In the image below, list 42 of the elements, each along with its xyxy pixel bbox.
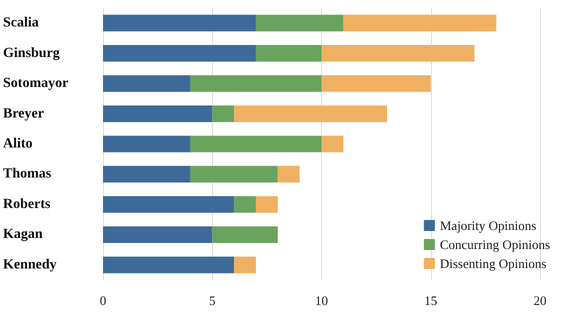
bar: [103, 226, 212, 243]
y-tick-label: Ginsburg: [3, 46, 60, 61]
bar: [234, 256, 256, 274]
bar: [103, 14, 256, 32]
y-tick-label: Kennedy: [3, 257, 57, 272]
bar: [103, 105, 212, 122]
y-tick-label: Sotomayor: [3, 76, 68, 92]
bar: [103, 256, 234, 274]
bar: [103, 166, 190, 183]
x-tick-label: 5: [209, 293, 216, 308]
x-tick-label: 15: [424, 293, 438, 308]
bar: [256, 45, 322, 62]
bar: [256, 14, 344, 32]
bar: [212, 105, 234, 122]
legend-label: Concurring Opinions: [440, 237, 550, 252]
bar: [322, 136, 344, 152]
x-tick-label: 20: [534, 293, 546, 308]
y-tick-label: Scalia: [3, 16, 39, 31]
bar: [322, 75, 431, 92]
bar: [212, 226, 278, 243]
bar: [190, 166, 278, 183]
y-tick-label: Roberts: [3, 196, 51, 212]
y-tick-label: Alito: [3, 136, 33, 152]
legend-label: Majority Opinions: [440, 218, 536, 233]
y-tick-label: Kagan: [3, 227, 43, 242]
legend-label: Dissenting Opinions: [440, 256, 546, 271]
bar: [103, 45, 256, 62]
bar: [190, 75, 322, 92]
y-tick-label: Breyer: [3, 106, 44, 122]
x-tick-label: 10: [315, 293, 328, 308]
bar: [234, 196, 256, 213]
bar: [343, 14, 496, 32]
x-tick-label: 0: [100, 293, 106, 308]
bar: [103, 136, 190, 152]
bar: [190, 136, 322, 152]
bar: [103, 196, 234, 213]
bar: [278, 166, 300, 183]
y-tick-label: Thomas: [3, 166, 52, 182]
bar: [322, 45, 474, 62]
bar: [103, 75, 190, 92]
bar: [256, 196, 278, 213]
bar: [234, 105, 388, 122]
